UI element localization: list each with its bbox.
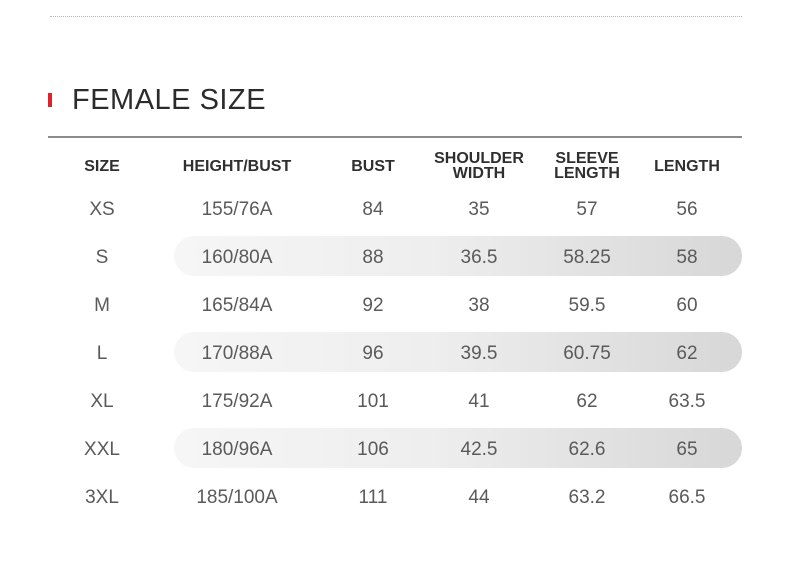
dotted-divider — [50, 16, 742, 17]
shoulder-width-cell: 44 — [468, 487, 490, 508]
bust-cell: 84 — [362, 199, 384, 220]
table-row: XS 155/76A 84 35 57 56 — [0, 186, 790, 234]
row-highlight-band — [174, 428, 742, 468]
red-accent-marker — [48, 93, 52, 107]
sleeve-length-cell: 63.2 — [568, 487, 606, 508]
header-length: LENGTH — [654, 157, 720, 175]
page-title: FEMALE SIZE — [72, 83, 267, 116]
height-bust-cell: 160/80A — [201, 247, 273, 268]
header-rule — [48, 136, 742, 138]
sleeve-length-cell: 59.5 — [568, 295, 606, 316]
height-bust-cell: 185/100A — [196, 487, 278, 508]
shoulder-width-cell: 35 — [468, 199, 490, 220]
height-bust-cell: 180/96A — [201, 439, 273, 460]
bust-cell: 106 — [357, 439, 389, 460]
shoulder-width-cell: 39.5 — [460, 343, 498, 364]
table-row: L 170/88A 96 39.5 60.75 62 — [0, 330, 790, 378]
shoulder-width-cell: 38 — [468, 295, 490, 316]
length-cell: 60 — [676, 295, 698, 316]
height-bust-cell: 155/76A — [201, 199, 273, 220]
size-cell: XL — [90, 391, 114, 412]
table-row: XXL 180/96A 106 42.5 62.6 65 — [0, 426, 790, 474]
table-row: S 160/80A 88 36.5 58.25 58 — [0, 234, 790, 282]
size-cell: XS — [89, 199, 115, 220]
header-sleeve-length: SLEEVE LENGTH — [554, 150, 620, 182]
size-cell: XXL — [84, 439, 120, 460]
height-bust-cell: 175/92A — [201, 391, 273, 412]
sleeve-length-cell: 57 — [576, 199, 598, 220]
shoulder-width-cell: 42.5 — [460, 439, 498, 460]
header-shoulder-width: SHOULDER WIDTH — [434, 150, 524, 182]
bust-cell: 96 — [362, 343, 384, 364]
length-cell: 65 — [676, 439, 698, 460]
bust-cell: 92 — [362, 295, 384, 316]
height-bust-cell: 170/88A — [201, 343, 273, 364]
length-cell: 66.5 — [668, 487, 706, 508]
header-height-bust: HEIGHT/BUST — [182, 157, 292, 175]
bust-cell: 88 — [362, 247, 384, 268]
height-bust-cell: 165/84A — [201, 295, 273, 316]
size-cell: 3XL — [85, 487, 119, 508]
row-highlight-band — [174, 332, 742, 372]
bust-cell: 101 — [357, 391, 389, 412]
bust-cell: 111 — [358, 487, 388, 508]
size-cell: M — [94, 295, 110, 316]
shoulder-width-cell: 36.5 — [460, 247, 498, 268]
size-cell: L — [96, 343, 108, 364]
size-cell: S — [95, 247, 109, 268]
header-size: SIZE — [84, 157, 120, 175]
length-cell: 56 — [676, 199, 698, 220]
row-highlight-band — [174, 236, 742, 276]
table-row: XL 175/92A 101 41 62 63.5 — [0, 378, 790, 426]
header-bust: BUST — [351, 157, 395, 175]
section-heading: FEMALE SIZE — [48, 82, 266, 118]
length-cell: 63.5 — [668, 391, 706, 412]
sleeve-length-cell: 60.75 — [563, 343, 611, 364]
table-row: M 165/84A 92 38 59.5 60 — [0, 282, 790, 330]
length-cell: 62 — [676, 343, 698, 364]
shoulder-width-cell: 41 — [468, 391, 490, 412]
sleeve-length-cell: 62 — [576, 391, 598, 412]
sleeve-length-cell: 58.25 — [563, 247, 611, 268]
table-header: SIZE HEIGHT/BUST BUST SHOULDER WIDTH SLE… — [0, 146, 790, 186]
size-table-body: XS 155/76A 84 35 57 56 S 160/80A 88 36.5… — [0, 186, 790, 522]
length-cell: 58 — [676, 247, 698, 268]
table-row: 3XL 185/100A 111 44 63.2 66.5 — [0, 474, 790, 522]
sleeve-length-cell: 62.6 — [568, 439, 606, 460]
